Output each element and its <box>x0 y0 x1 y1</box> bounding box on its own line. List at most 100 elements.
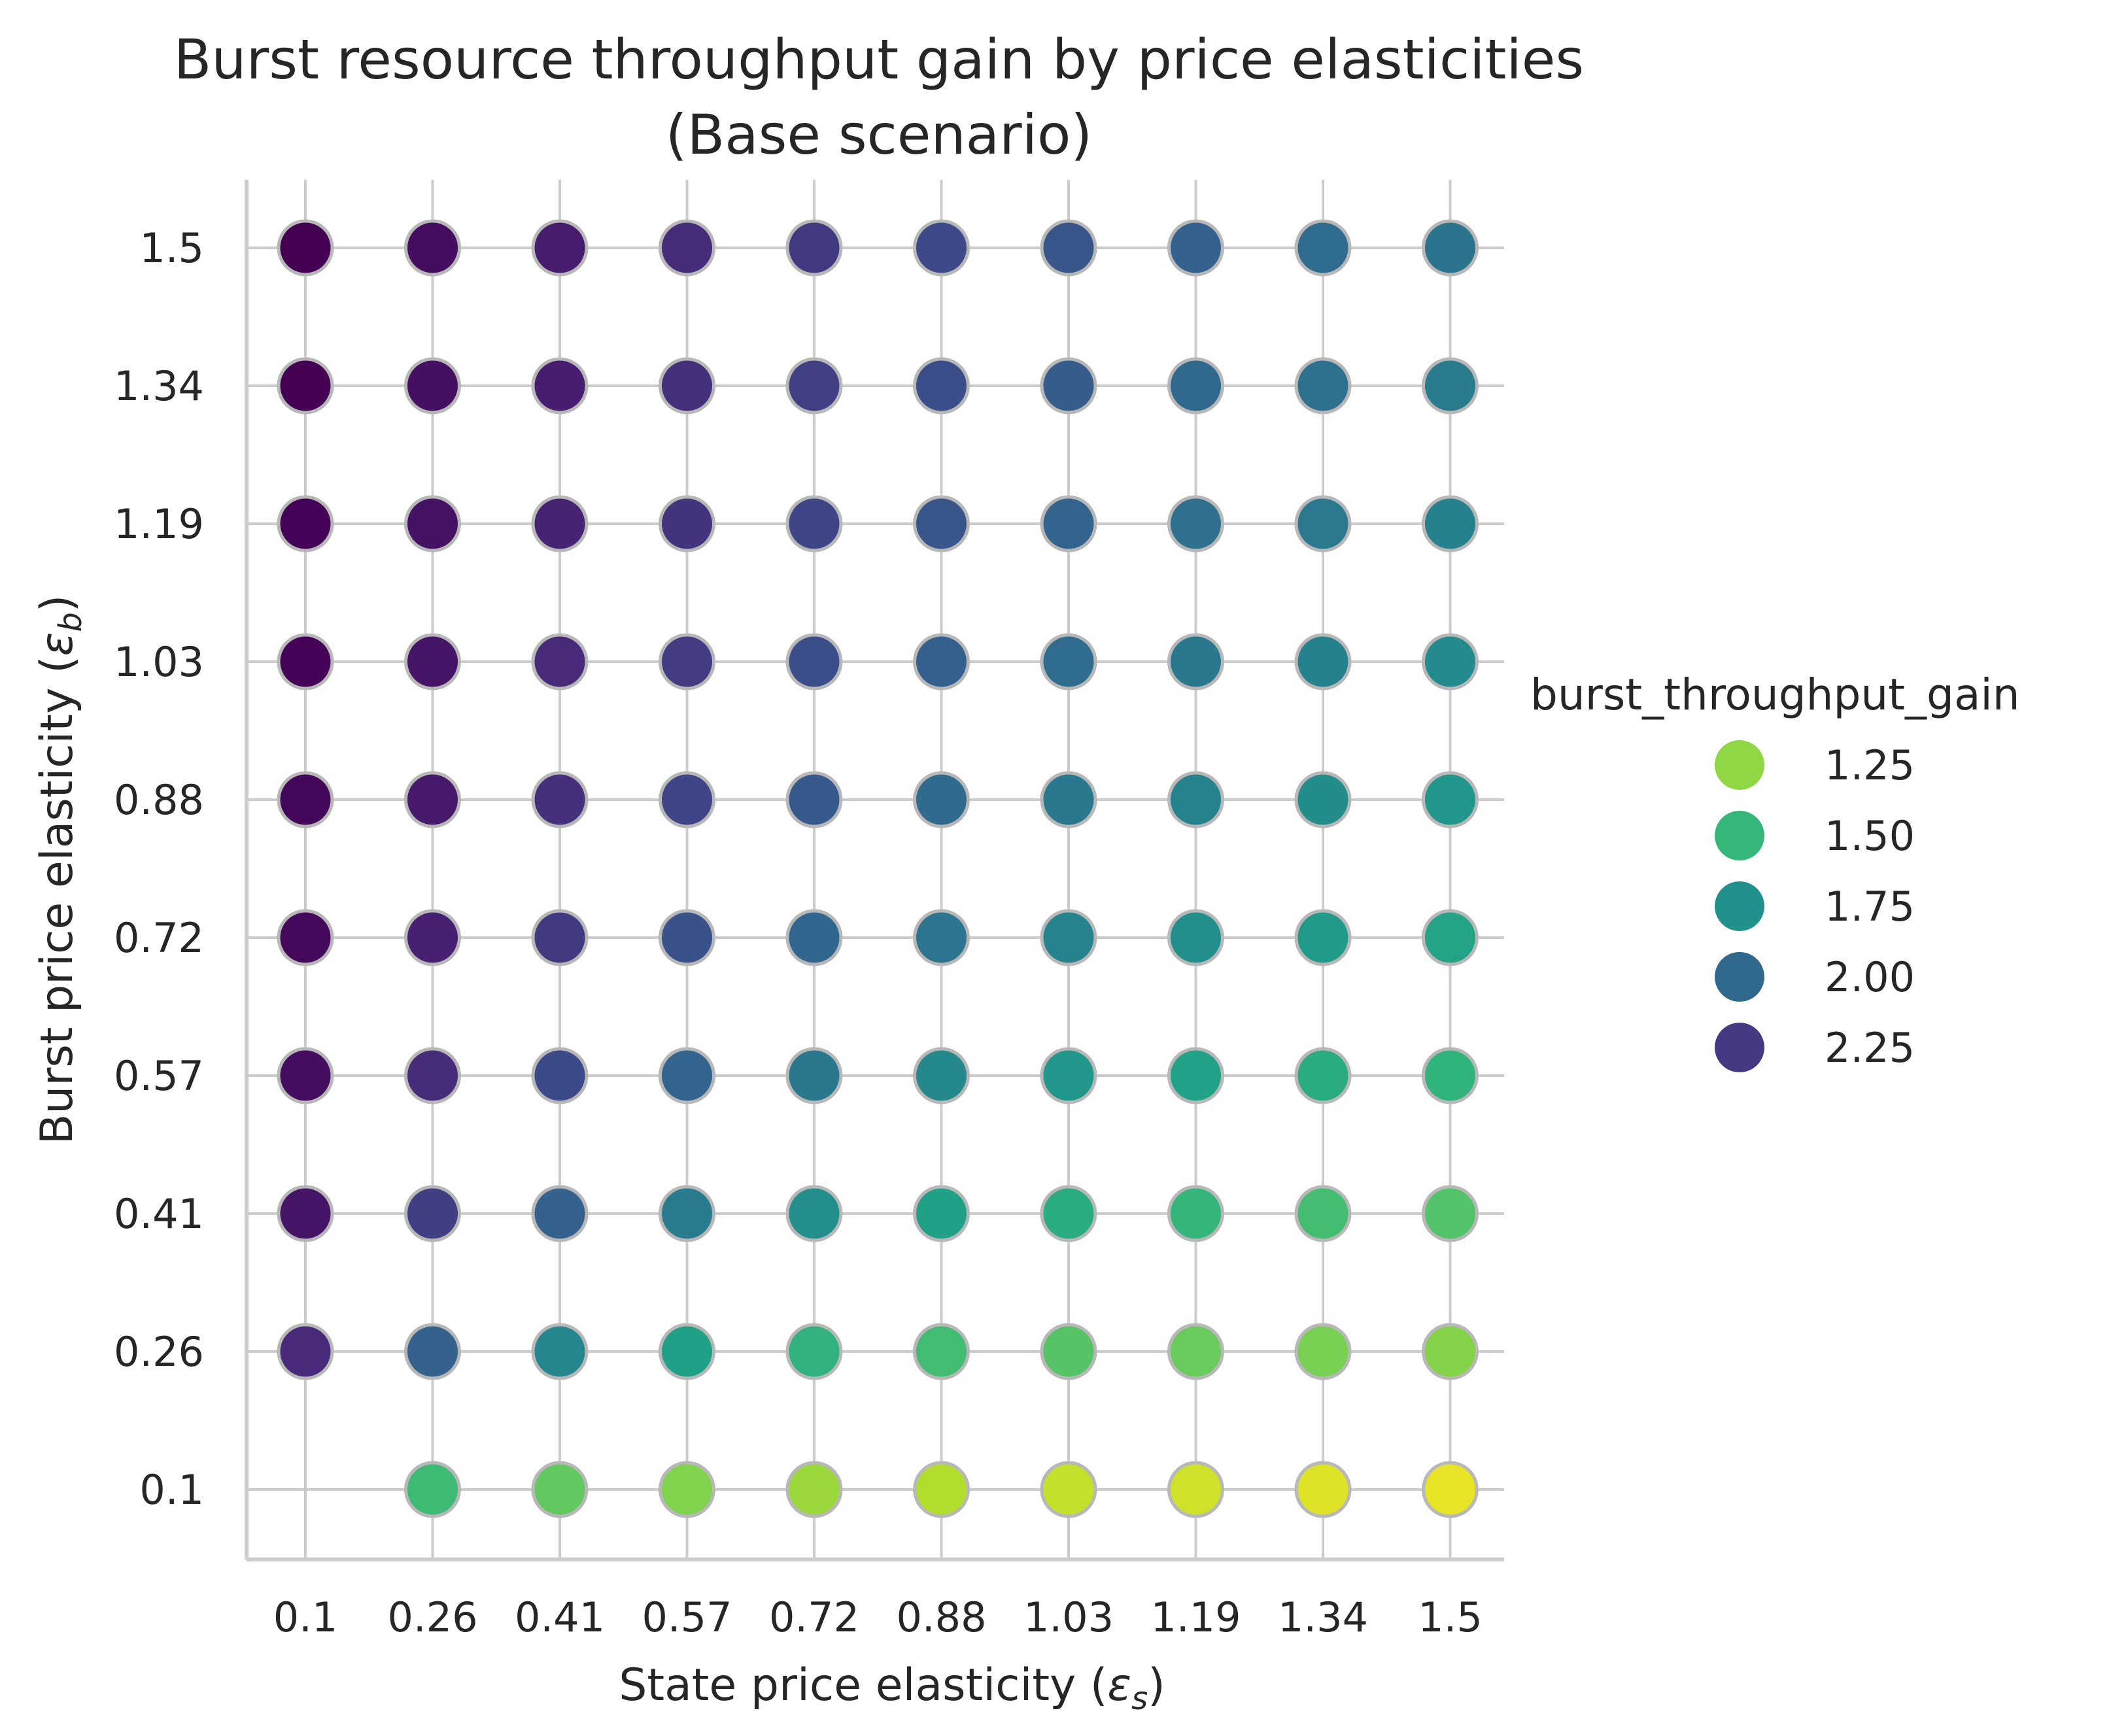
data-point <box>785 1185 843 1242</box>
data-point <box>1294 909 1352 966</box>
y-axis-label-text: Burst price elasticity ( <box>31 656 83 1144</box>
data-point <box>404 771 461 828</box>
data-point <box>1167 1323 1224 1380</box>
data-point <box>277 633 334 690</box>
data-point <box>659 633 715 690</box>
data-point <box>1167 357 1224 415</box>
data-point <box>659 909 715 966</box>
x-tick-label: 0.88 <box>896 1593 986 1641</box>
data-point <box>785 633 843 690</box>
data-point <box>531 219 589 277</box>
y-tick-label: 0.41 <box>114 1190 204 1238</box>
x-tick-label: 0.72 <box>769 1593 859 1641</box>
data-point <box>1167 495 1224 553</box>
data-point <box>531 771 589 828</box>
data-point <box>913 1461 970 1518</box>
data-point <box>1040 909 1097 966</box>
data-point <box>404 909 461 966</box>
data-point <box>1167 1185 1224 1242</box>
data-point <box>1422 1185 1479 1242</box>
x-tick-label: 0.41 <box>515 1593 605 1641</box>
data-point <box>1422 219 1479 277</box>
data-point <box>1040 1323 1097 1380</box>
y-axis-label-symbol: ε <box>31 632 83 656</box>
y-tick-label: 0.57 <box>114 1052 204 1100</box>
legend-entries: 1.25 1.50 1.75 2.00 2.25 <box>1715 740 1915 1072</box>
data-point <box>1422 1461 1479 1518</box>
y-tick-label: 0.88 <box>114 776 204 824</box>
legend-label: 1.75 <box>1825 883 1915 930</box>
data-point <box>785 1461 843 1518</box>
x-axis-label: State price elasticity (εs) <box>619 1659 1165 1717</box>
data-point <box>531 633 589 690</box>
data-point <box>659 1461 715 1518</box>
y-tick-label: 1.5 <box>139 224 204 272</box>
data-point <box>913 219 970 277</box>
x-axis-label-text: State price elasticity ( <box>619 1659 1107 1711</box>
x-tick-label: 1.34 <box>1278 1593 1368 1641</box>
legend-label: 1.25 <box>1825 741 1915 789</box>
y-axis-label-close: ) <box>31 595 83 613</box>
data-point <box>1294 219 1352 277</box>
data-point <box>531 1323 589 1380</box>
x-tick-label: 0.26 <box>387 1593 477 1641</box>
data-point <box>1040 219 1097 277</box>
data-point <box>531 1185 589 1242</box>
data-point <box>531 357 589 415</box>
x-tick-label: 1.5 <box>1418 1593 1483 1641</box>
data-point <box>1040 1185 1097 1242</box>
legend-label: 2.00 <box>1825 953 1915 1001</box>
data-point <box>1167 771 1224 828</box>
data-point <box>277 909 334 966</box>
data-point <box>404 1047 461 1104</box>
data-point <box>1294 633 1352 690</box>
x-tick-label: 0.1 <box>273 1593 338 1641</box>
data-point <box>659 219 715 277</box>
data-point <box>913 771 970 828</box>
x-tick-label: 1.19 <box>1150 1593 1241 1641</box>
data-point <box>785 909 843 966</box>
data-point <box>1294 495 1352 553</box>
y-tick-label: 0.26 <box>114 1328 204 1376</box>
data-point <box>1422 909 1479 966</box>
x-axis-label-close: ) <box>1148 1659 1165 1711</box>
data-point <box>1040 771 1097 828</box>
data-point <box>1040 1047 1097 1104</box>
data-point <box>531 1047 589 1104</box>
data-point <box>277 1323 334 1380</box>
data-point <box>277 357 334 415</box>
legend-title: burst_throughput_gain <box>1530 670 2020 720</box>
data-point <box>1422 495 1479 553</box>
data-point <box>913 495 970 553</box>
data-point <box>659 357 715 415</box>
legend-marker <box>1715 952 1764 1002</box>
data-point <box>785 357 843 415</box>
x-axis-label-subscript: s <box>1131 1680 1148 1717</box>
data-point <box>913 357 970 415</box>
data-point <box>659 1185 715 1242</box>
data-point <box>404 219 461 277</box>
data-point <box>659 495 715 553</box>
data-point <box>1294 1185 1352 1242</box>
data-point <box>785 771 843 828</box>
data-point <box>1040 357 1097 415</box>
legend-marker <box>1715 811 1764 860</box>
data-point <box>277 1185 334 1242</box>
data-point <box>1294 771 1352 828</box>
data-point <box>531 495 589 553</box>
data-point <box>785 219 843 277</box>
legend: burst_throughput_gain 1.25 1.50 1.75 2.00 2.… <box>1530 670 2020 1072</box>
data-point <box>913 1047 970 1104</box>
x-axis-label-symbol: ε <box>1107 1659 1131 1711</box>
y-axis-label-subscript: b <box>52 612 89 632</box>
data-point <box>277 1047 334 1104</box>
data-point <box>785 1323 843 1380</box>
data-point <box>277 495 334 553</box>
data-point <box>531 1461 589 1518</box>
chart-subtitle: (Base scenario) <box>666 103 1092 167</box>
data-point <box>404 1323 461 1380</box>
y-axis-label: Burst price elasticity (εb) <box>31 595 89 1145</box>
data-point <box>1040 633 1097 690</box>
data-point <box>785 1047 843 1104</box>
